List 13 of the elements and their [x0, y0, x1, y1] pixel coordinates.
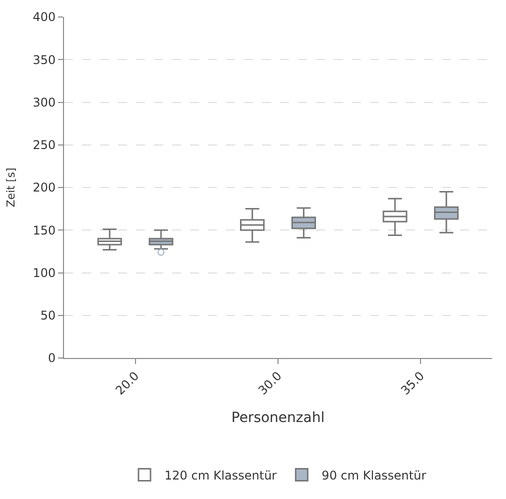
y-tick-label: 250 [32, 138, 56, 152]
y-tick-label: 350 [32, 52, 56, 67]
y-tick-label: 100 [32, 266, 56, 280]
legend-label: 90 cm Klassentür [322, 468, 426, 482]
legend-label: 120 cm Klassentür [164, 468, 277, 482]
y-tick-label: 400 [32, 10, 56, 24]
x-axis-title: Personenzahl [231, 410, 325, 426]
y-tick-label: 300 [32, 95, 56, 110]
y-tick-label: 0 [48, 351, 56, 366]
y-tick-label: 150 [32, 223, 56, 238]
y-axis-title: Zeit [s] [4, 168, 18, 208]
y-tick-label: 200 [32, 180, 56, 195]
y-tick-label: 50 [40, 308, 56, 323]
